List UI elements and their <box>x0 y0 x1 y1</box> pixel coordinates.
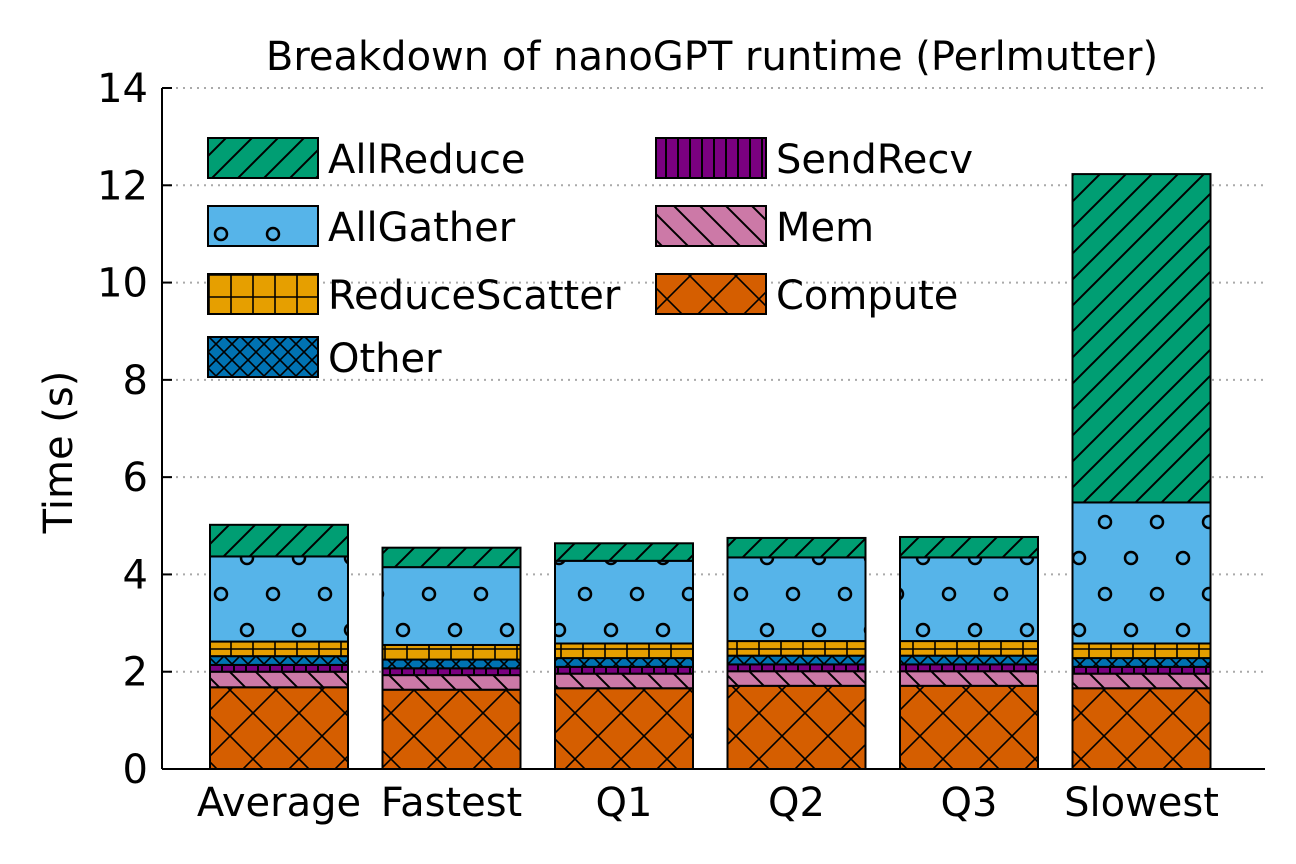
y-tick-label: 2 <box>123 650 148 696</box>
bar-segment-reducescatter-slowest <box>1071 642 1212 660</box>
bars <box>209 173 1212 771</box>
bar-segment-sendrecv-average <box>209 663 349 673</box>
bar-segment-allreduce-q2 <box>726 536 867 559</box>
y-tick-label: 10 <box>97 261 148 307</box>
y-tick-label: 8 <box>123 358 148 404</box>
bar-segment-other-fastest <box>381 658 522 670</box>
x-tick-label: Q1 <box>596 780 653 826</box>
bar-segment-mem-q1 <box>554 672 694 690</box>
bar-segment-compute-q1 <box>554 687 694 771</box>
y-tick-label: 4 <box>123 552 148 598</box>
bar-segment-sendrecv-q2 <box>726 663 867 673</box>
bar-segment-sendrecv-q1 <box>554 665 694 675</box>
legend-swatch-other <box>207 336 319 378</box>
bar-segment-allreduce-q3 <box>899 535 1039 559</box>
bar-segment-sendrecv-fastest <box>381 667 522 677</box>
bar-segment-other-q3 <box>899 654 1039 666</box>
x-tick-label: Q3 <box>941 780 998 826</box>
bar-segment-other-average <box>209 655 349 666</box>
bar-segment-other-slowest <box>1071 657 1212 668</box>
bar-segment-sendrecv-slowest <box>1071 665 1212 675</box>
bar-segment-compute-average <box>209 686 349 771</box>
bar-segment-allreduce-q1 <box>554 542 694 562</box>
legend: AllReduce SendRecv AllGather Mem ReduceScatt… <box>207 137 973 382</box>
legend-label-other: Other <box>328 336 442 382</box>
bar-segment-allreduce-slowest <box>1071 173 1212 504</box>
x-tick-label: Average <box>197 780 361 826</box>
bar-segment-compute-fastest <box>381 688 522 771</box>
legend-label-allreduce: AllReduce <box>328 137 526 183</box>
axes: 0 2 4 6 8 10 12 14 Average Fastest Q1 Q2 Q3 Slowest <box>97 66 1265 826</box>
y-tick-label: 14 <box>97 66 148 112</box>
bar-segment-reducescatter-q3 <box>899 640 1039 657</box>
bar-segment-compute-slowest <box>1071 687 1212 771</box>
bar-segment-reducescatter-q1 <box>554 642 694 660</box>
bar-segment-allreduce-average <box>209 523 349 558</box>
bar-segment-allgather-q3 <box>899 556 1039 643</box>
legend-swatch-reducescatter <box>207 273 319 315</box>
bar-segment-allgather-average <box>209 555 349 643</box>
x-tick-label: Q2 <box>768 780 825 826</box>
legend-label-allgather: AllGather <box>328 205 516 251</box>
legend-label-reducescatter: ReduceScatter <box>328 273 621 319</box>
bar-segment-sendrecv-q3 <box>899 663 1039 673</box>
legend-swatch-compute <box>655 273 767 315</box>
bar-segment-allgather-fastest <box>381 566 522 646</box>
legend-label-sendrecv: SendRecv <box>776 137 973 183</box>
bar-segment-allgather-slowest <box>1071 501 1212 645</box>
bar-segment-compute-q2 <box>726 684 867 771</box>
x-tick-label: Fastest <box>381 780 523 826</box>
y-tick-label: 6 <box>123 455 148 501</box>
bar-segment-allgather-q1 <box>554 559 694 645</box>
bar-segment-compute-q3 <box>899 684 1039 771</box>
x-tick-label: Slowest <box>1064 780 1219 826</box>
bar-segment-reducescatter-fastest <box>381 643 522 661</box>
bar-segment-mem-slowest <box>1071 672 1212 690</box>
y-axis-label: Time (s) <box>36 371 82 535</box>
bar-segment-other-q1 <box>554 657 694 668</box>
y-tick-label: 12 <box>97 163 148 209</box>
legend-swatch-sendrecv <box>655 137 767 179</box>
legend-label-compute: Compute <box>776 273 958 319</box>
bar-segment-other-q2 <box>726 654 867 666</box>
legend-swatch-allreduce <box>207 137 319 179</box>
bar-segment-mem-average <box>209 670 349 689</box>
legend-swatch-allgather <box>207 205 319 247</box>
bar-segment-allgather-q2 <box>726 556 867 643</box>
bar-segment-mem-q3 <box>899 670 1039 687</box>
bar-segment-allreduce-fastest <box>381 546 522 569</box>
legend-swatch-mem <box>655 205 767 247</box>
bar-segment-mem-q2 <box>726 670 867 687</box>
bar-segment-mem-fastest <box>381 674 522 691</box>
chart-title: Breakdown of nanoGPT runtime (Perlmutter… <box>266 34 1158 80</box>
y-tick-label: 0 <box>123 747 148 793</box>
bar-segment-reducescatter-average <box>209 640 349 658</box>
bar-segment-reducescatter-q2 <box>726 640 867 657</box>
legend-label-mem: Mem <box>776 205 874 251</box>
